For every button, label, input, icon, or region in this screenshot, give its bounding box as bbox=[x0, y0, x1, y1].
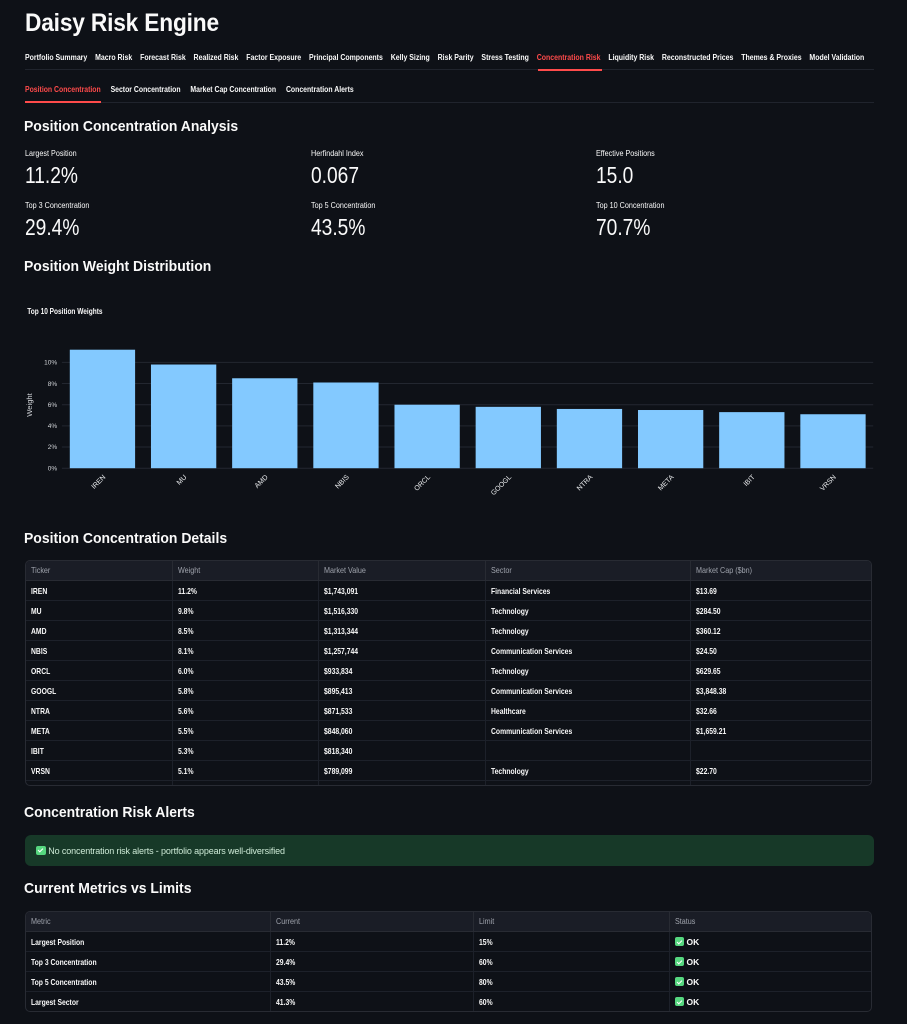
svg-text:GOOGL: GOOGL bbox=[490, 474, 513, 497]
svg-text:8%: 8% bbox=[48, 381, 58, 388]
svg-text:MU: MU bbox=[176, 474, 189, 487]
svg-text:Weight: Weight bbox=[25, 392, 34, 416]
svg-text:Top 10 Position Weights: Top 10 Position Weights bbox=[27, 307, 103, 316]
svg-text:0%: 0% bbox=[48, 465, 58, 472]
svg-text:NTRA: NTRA bbox=[576, 474, 595, 493]
svg-text:VRSN: VRSN bbox=[819, 474, 838, 493]
svg-text:NBIS: NBIS bbox=[334, 474, 351, 491]
svg-text:AMD: AMD bbox=[254, 474, 270, 490]
svg-text:6%: 6% bbox=[48, 402, 58, 409]
svg-text:10%: 10% bbox=[44, 360, 57, 367]
svg-text:IREN: IREN bbox=[91, 474, 108, 491]
svg-text:IBIT: IBIT bbox=[743, 473, 758, 488]
svg-text:META: META bbox=[657, 474, 676, 493]
svg-text:4%: 4% bbox=[48, 423, 58, 430]
svg-text:ORCL: ORCL bbox=[413, 474, 432, 493]
svg-text:2%: 2% bbox=[48, 444, 58, 451]
